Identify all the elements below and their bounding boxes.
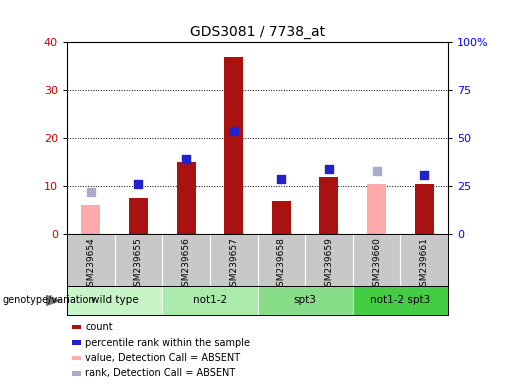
Bar xyxy=(67,286,162,315)
Bar xyxy=(129,198,148,234)
Text: GSM239656: GSM239656 xyxy=(182,237,191,292)
Bar xyxy=(224,56,243,234)
Point xyxy=(325,166,333,172)
Bar xyxy=(177,162,196,234)
Bar xyxy=(415,184,434,234)
Text: count: count xyxy=(85,322,113,332)
Polygon shape xyxy=(46,295,60,306)
Text: spt3: spt3 xyxy=(294,295,317,306)
Point xyxy=(134,181,143,187)
Text: GSM239659: GSM239659 xyxy=(324,237,333,292)
Text: GSM239655: GSM239655 xyxy=(134,237,143,292)
Bar xyxy=(367,184,386,234)
Bar xyxy=(162,286,258,315)
Bar xyxy=(81,205,100,234)
Text: not1-2 spt3: not1-2 spt3 xyxy=(370,295,431,306)
Text: GSM239654: GSM239654 xyxy=(87,237,95,291)
Bar xyxy=(258,286,353,315)
Text: rank, Detection Call = ABSENT: rank, Detection Call = ABSENT xyxy=(85,368,236,378)
Point xyxy=(277,175,285,182)
Point xyxy=(372,168,381,174)
Text: percentile rank within the sample: percentile rank within the sample xyxy=(85,338,250,348)
Text: value, Detection Call = ABSENT: value, Detection Call = ABSENT xyxy=(85,353,241,363)
Point xyxy=(230,127,238,134)
Text: GSM239660: GSM239660 xyxy=(372,237,381,292)
Text: GDS3081 / 7738_at: GDS3081 / 7738_at xyxy=(190,25,325,39)
Text: wild type: wild type xyxy=(91,295,139,306)
Text: GSM239661: GSM239661 xyxy=(420,237,428,292)
Bar xyxy=(353,286,448,315)
Point xyxy=(87,189,95,195)
Point xyxy=(420,172,428,178)
Text: GSM239657: GSM239657 xyxy=(229,237,238,292)
Text: genotype/variation: genotype/variation xyxy=(3,295,95,306)
Text: GSM239658: GSM239658 xyxy=(277,237,286,292)
Bar xyxy=(272,200,291,234)
Point xyxy=(182,156,190,162)
Bar xyxy=(319,177,338,234)
Text: not1-2: not1-2 xyxy=(193,295,227,306)
